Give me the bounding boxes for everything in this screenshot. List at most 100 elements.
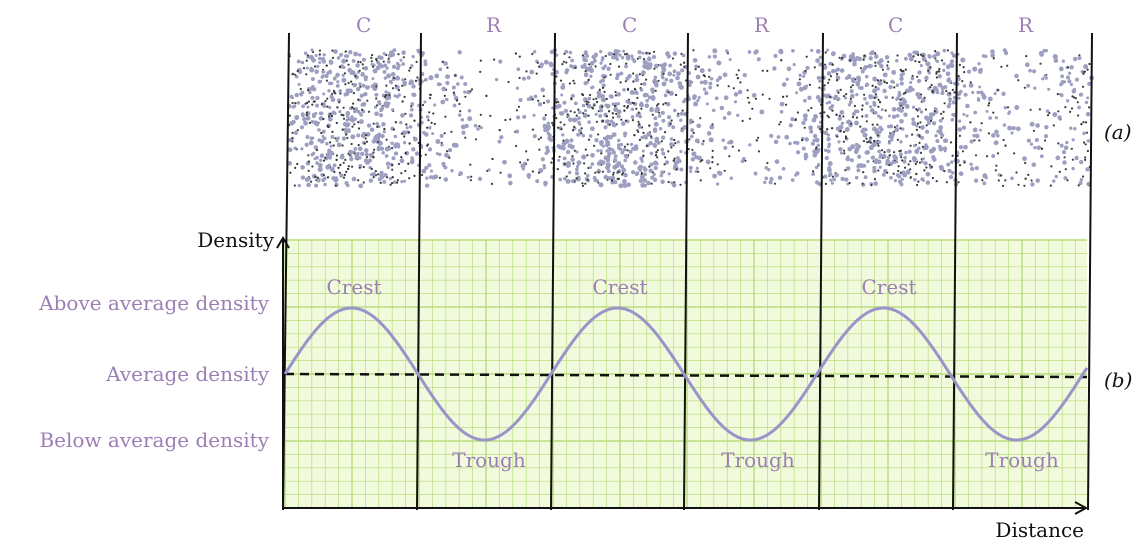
particle [688, 79, 693, 84]
particle [317, 128, 321, 132]
particle [446, 66, 449, 69]
particle [786, 66, 792, 72]
particle [773, 139, 779, 145]
particle [318, 49, 321, 52]
particle [599, 61, 603, 65]
particle [309, 136, 314, 141]
particle [827, 81, 830, 84]
particle [844, 169, 847, 172]
particle [754, 49, 759, 54]
particle [438, 82, 442, 86]
particle [708, 85, 712, 90]
particle [305, 66, 309, 70]
particle [1069, 110, 1072, 113]
particle [911, 120, 917, 126]
particle [559, 79, 563, 82]
particle [1082, 85, 1085, 88]
particle [335, 83, 340, 88]
particle [580, 132, 583, 135]
particle [563, 108, 569, 114]
particle [296, 129, 299, 132]
particle [641, 70, 646, 75]
particle [969, 139, 974, 144]
particle [572, 117, 577, 123]
particle [690, 128, 695, 133]
particle [879, 63, 884, 69]
particle [676, 71, 681, 76]
particle [587, 166, 590, 170]
particle [848, 181, 851, 185]
particle [326, 97, 329, 100]
particle [1017, 79, 1020, 82]
particle [958, 171, 964, 177]
particle [699, 160, 702, 163]
particle [917, 53, 920, 56]
particle [372, 65, 375, 68]
particle [1050, 165, 1053, 168]
particle [916, 183, 919, 187]
particle [862, 171, 865, 174]
particle [653, 116, 658, 121]
particle [911, 117, 915, 122]
particle [421, 103, 425, 107]
particle [342, 106, 345, 109]
particle [888, 154, 891, 157]
particle [434, 73, 440, 79]
particle [288, 138, 293, 143]
particle [879, 153, 883, 157]
particle [761, 93, 764, 96]
particle [581, 154, 587, 160]
particle [801, 146, 806, 151]
particle [452, 103, 457, 108]
particle [886, 66, 890, 71]
particle [601, 86, 605, 89]
particle [817, 98, 822, 103]
particle [448, 148, 452, 153]
particle [895, 83, 900, 87]
particle [633, 87, 636, 91]
particle [596, 149, 600, 153]
particle [555, 53, 559, 57]
particle [837, 97, 841, 101]
particle [1039, 154, 1044, 159]
particle [358, 82, 362, 86]
particle [360, 133, 365, 138]
particle [1048, 111, 1051, 115]
particle [1055, 155, 1061, 161]
particle [463, 90, 467, 94]
particle [637, 165, 642, 171]
particle [755, 139, 758, 142]
particle [1057, 142, 1060, 145]
particle [619, 164, 625, 169]
particle [364, 137, 367, 140]
particle [384, 154, 389, 158]
particle [719, 105, 725, 111]
particle [803, 152, 809, 157]
particle [644, 103, 650, 108]
particle [400, 180, 404, 184]
particle [823, 174, 828, 179]
particle [673, 181, 676, 184]
particle [924, 143, 928, 147]
particle [370, 84, 376, 89]
particle [570, 98, 573, 101]
particle [779, 109, 784, 114]
particle [661, 118, 666, 123]
particle [623, 53, 627, 56]
particle [292, 104, 297, 108]
particle [599, 140, 604, 145]
particle [991, 154, 996, 158]
particle [877, 80, 883, 86]
particle [646, 132, 651, 137]
particle [429, 93, 432, 96]
particle [469, 179, 472, 182]
particle [815, 58, 820, 63]
particle [958, 119, 962, 123]
particle [1053, 58, 1059, 63]
particle [649, 151, 654, 156]
particle [667, 172, 671, 176]
particle [694, 64, 699, 69]
particle [675, 168, 678, 171]
particle [420, 173, 424, 177]
particle [911, 133, 914, 136]
